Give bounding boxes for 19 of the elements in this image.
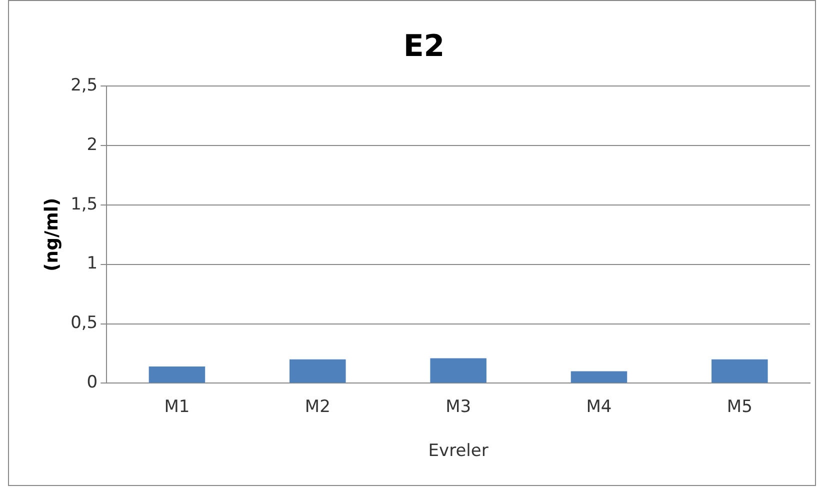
bar <box>712 359 768 383</box>
x-tick-label: M2 <box>304 396 330 417</box>
y-tick-label: 0,5 <box>70 313 98 334</box>
x-tick-label: M1 <box>164 396 190 417</box>
y-tick-label: 2,5 <box>70 75 98 96</box>
bar <box>290 359 346 383</box>
bar <box>148 366 206 383</box>
x-tick-label: M3 <box>446 396 472 417</box>
chart-title: E2 <box>403 28 445 64</box>
x-tick-label: M5 <box>726 396 752 417</box>
y-tick-label: 1,5 <box>70 194 98 214</box>
x-tick-label: M4 <box>586 396 612 417</box>
bar <box>430 358 486 383</box>
y-tick-label: 1 <box>86 254 98 274</box>
y-axis-title: (ng/ml) <box>41 198 62 272</box>
y-tick-label: 0 <box>86 372 98 393</box>
x-axis-title: Evreler <box>428 441 488 462</box>
bar <box>570 371 628 383</box>
y-tick-label: 2 <box>86 134 98 155</box>
